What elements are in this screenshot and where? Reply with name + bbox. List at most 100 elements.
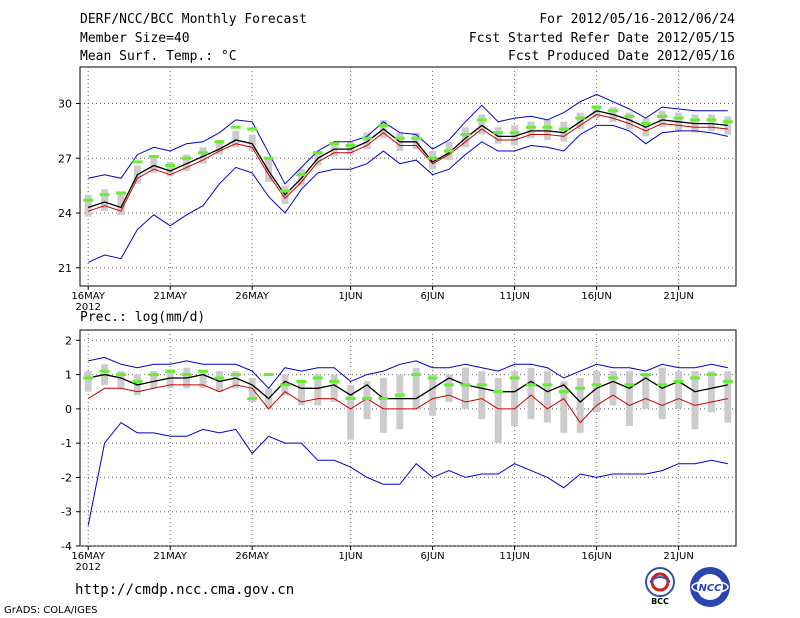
spread-box [625,112,633,130]
spread-box [511,371,519,426]
observed-marker [116,191,126,195]
observed-marker [312,151,323,155]
spread-box [117,192,125,215]
grads-credit: GrADS: COLA/IGES [4,605,98,616]
x-tick-label: 6JUN [421,551,445,562]
y-tick-label: 27 [58,152,72,165]
observed-marker [99,193,110,197]
x-tick-label: 1JUN [339,551,363,562]
observed-marker [558,127,569,131]
source-url[interactable]: http://cmdp.ncc.cma.gov.cn [75,582,295,598]
spread-box [412,132,420,150]
x-tick-label: 16JUN [581,551,611,562]
observed-marker [558,390,569,394]
observed-marker [263,373,274,377]
observed-marker [394,393,405,397]
plot-frame [79,66,737,287]
observed-marker [312,376,323,380]
y-tick-label: -4 [61,540,72,553]
observed-marker [476,118,487,122]
ncc-logo: NCC [690,567,730,607]
observed-marker [444,383,454,387]
observed-marker [542,125,553,129]
mean-line [88,373,728,403]
spread-box [461,367,469,409]
y-tick-label: -2 [61,471,72,484]
max-line [88,356,728,390]
spread-box [232,371,240,389]
observed-marker [476,383,487,387]
x-tick-label: 21JUN [663,291,693,302]
spread-box [511,125,519,146]
observed-marker [673,116,684,120]
spread-box [593,371,601,413]
forecast-period: For 2012/05/16-2012/06/24 [539,12,735,27]
spread-box [527,367,535,420]
spread-box [199,147,207,164]
observed-marker [280,383,290,387]
spread-box [248,134,256,151]
spread-box [593,105,601,119]
observed-marker [706,118,717,122]
observed-marker [460,133,471,137]
spread-box [429,150,437,170]
spread-box [527,121,535,139]
spread-box [642,374,650,409]
observed-marker [132,160,143,164]
y-tick-label: -1 [61,437,72,450]
min-line [87,124,728,263]
spread-box [691,371,699,430]
observed-marker [378,123,389,127]
observed-marker [214,140,225,144]
y-tick-label: 0 [65,403,72,416]
ncc-logo-text: NCC [698,583,722,594]
observed-marker [296,173,307,177]
spread-box [461,127,469,148]
spread-box [494,378,502,444]
observed-marker [640,373,651,377]
median-line [88,113,728,212]
spread-box [379,378,387,433]
observed-marker [345,397,356,401]
observed-marker [329,379,340,383]
observed-marker [427,376,438,380]
observed-marker [591,105,602,109]
spread-box [84,371,92,392]
forecast-produced-date: Fcst Produced Date 2012/05/16 [508,49,735,64]
observed-marker [526,383,536,387]
x-tick-label: 1JUN [339,291,363,302]
observed-marker [362,397,372,401]
bcc-logo-text: BCC [651,597,669,606]
spread-box [707,114,715,131]
observed-marker [509,131,520,135]
spread-box [84,194,92,217]
x-tick-sublabel: 2012 [75,562,100,573]
max-line [88,93,728,185]
spread-box [625,371,633,426]
observed-marker [148,373,159,377]
observed-marker [690,118,700,122]
observed-marker [99,369,110,373]
observed-marker [280,189,290,193]
y-tick-label: -3 [61,506,72,519]
x-tick-label: 16MAY [71,551,105,562]
observed-marker [116,373,126,377]
y-tick-label: 30 [58,98,72,111]
spread-box [494,127,502,144]
observed-marker [690,376,700,380]
observed-marker [198,369,208,373]
observed-marker [181,156,192,160]
spread-box [396,374,404,430]
observed-marker [345,143,356,147]
spread-box [330,374,338,402]
observed-marker [230,125,241,129]
observed-marker [542,383,553,387]
observed-marker [657,114,668,118]
spread-box [347,141,355,155]
x-tick-label: 26MAY [235,551,269,562]
spread-box [576,112,584,130]
observed-marker [148,154,159,158]
variable-label: Mean Surf. Temp.: °C [80,49,237,64]
